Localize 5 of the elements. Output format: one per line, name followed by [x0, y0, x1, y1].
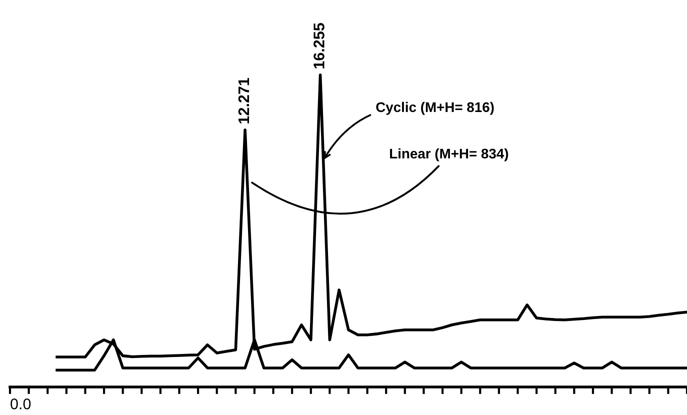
- annotation: Cyclic (M+H= 816): [376, 102, 494, 115]
- text: 16.255: [314, 23, 324, 68]
- annotation: 12.271: [238, 78, 250, 124]
- annotation: Linear (M+H= 834): [390, 148, 508, 162]
- text: 0.0: [10, 398, 31, 410]
